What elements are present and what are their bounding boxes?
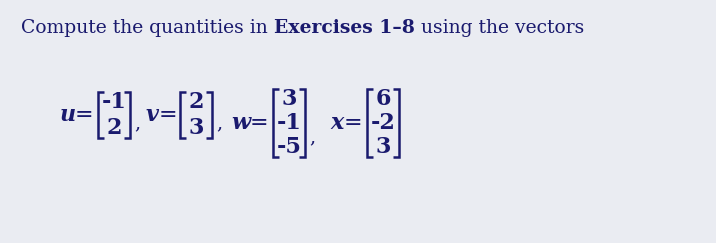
Text: ,: , (216, 114, 222, 132)
Text: -2: -2 (371, 112, 395, 134)
Text: Exercises 1–8: Exercises 1–8 (274, 19, 415, 37)
Text: u: u (60, 104, 76, 126)
Text: =: = (74, 104, 93, 126)
Text: =: = (250, 112, 268, 134)
Text: 3: 3 (375, 136, 391, 158)
Text: ,: , (309, 128, 315, 146)
Text: 2: 2 (188, 91, 204, 113)
Text: 3: 3 (188, 117, 203, 139)
Text: w: w (231, 112, 251, 134)
Text: -1: -1 (102, 91, 127, 113)
Text: =: = (344, 112, 362, 134)
Text: using the vectors: using the vectors (415, 19, 584, 37)
Text: -5: -5 (276, 136, 301, 158)
Text: v: v (145, 104, 158, 126)
Text: x: x (330, 112, 344, 134)
Text: 3: 3 (281, 88, 296, 110)
Text: =: = (159, 104, 178, 126)
Text: 6: 6 (375, 88, 391, 110)
Text: -1: -1 (276, 112, 301, 134)
Text: Compute the quantities in: Compute the quantities in (21, 19, 274, 37)
Text: 2: 2 (106, 117, 122, 139)
Text: ,: , (134, 114, 140, 132)
